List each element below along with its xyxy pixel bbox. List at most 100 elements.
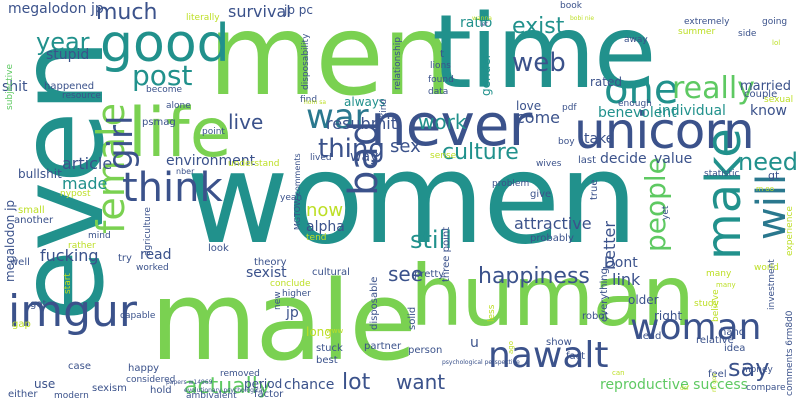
word-rather: rather [68,241,96,251]
word-factor: factor [254,389,284,400]
word-let: let [480,21,488,28]
word-work: work [418,110,467,134]
word-always: always [344,95,386,109]
word-benevolent: benevolent [598,105,677,121]
word-resource: resource [62,91,101,101]
word-want: want [396,370,446,394]
word-removed: removed [220,369,260,379]
word-psmag: psmag [142,117,176,128]
word-think: think [122,165,223,211]
word-come: come [516,108,561,127]
word-disposable: disposable [369,276,380,330]
word-older: older [628,293,659,307]
word-probably: probably [530,233,574,244]
word-ratio: ratio [460,15,493,31]
word-well: well [10,257,30,268]
word-much: much [96,0,158,25]
word-take: take [584,131,615,147]
word-disposability: disposability [301,33,311,90]
word-thing: thing [318,134,385,164]
word-sexual: sexual [764,95,794,105]
word-agriculture: agriculture [143,207,153,256]
word-considered: considered [126,375,176,385]
word-stuck: stuck [316,343,343,354]
word-true: true [589,179,600,200]
word-happy: happy [128,363,160,374]
word-ago: ago [507,340,515,354]
word-yeah: yeah [280,193,303,203]
word-gender: gender [479,53,493,96]
word-good: good [100,14,230,74]
word-can: can [612,369,625,377]
word-pretty: pretty [414,269,445,280]
word-sense: sense [430,151,457,161]
word-theory: theory [254,257,287,268]
word-less: less [487,304,497,322]
word-link: link [612,270,641,289]
word-wanna: wanna [472,15,492,22]
word-found: found [428,75,454,85]
word-away: away [624,35,648,45]
word-summer: summer [678,27,716,37]
word-higher: higher [282,289,311,299]
word-new: new [273,291,283,310]
word-value: value [654,151,693,167]
word-cultural: cultural [312,267,350,278]
word-fact: fact [566,351,586,362]
word-decide: decide [600,151,647,167]
word-environment: environment [166,153,256,169]
word-t: t [440,49,444,60]
word-many: many [706,269,732,279]
word-mgtow-comments: MGTOW comments [293,153,302,230]
word-bobi-nie: bobi nie [570,15,595,22]
word-year: year [36,28,90,56]
word-nber: nber [176,167,195,176]
word-everything: everything [599,268,610,322]
word-stupid: stupid [46,47,90,63]
word-attractive: attractive [514,214,592,233]
word-article: article [62,154,113,173]
word-tend: tend [306,233,327,243]
word-person: person [408,345,443,356]
word-understand: understand [228,159,280,169]
word-subjective: subjective [5,64,15,110]
word-best: best [316,355,338,366]
word-mind: mind [88,231,111,241]
word-experience: experience [785,206,795,256]
word-got: got [30,299,47,310]
word-relative: relative [696,335,734,346]
word-lol: lol [772,39,781,47]
word-lead: lead [640,331,662,342]
word-gap: gap [12,319,31,330]
word-show: show [546,337,572,348]
word-megalodon-jp-top: megalodon jp [8,1,104,17]
word-woman: woman [630,307,762,348]
word-pdf: pdf [562,103,577,113]
word-feel: feel [708,369,727,380]
word-literally: literally [186,13,220,23]
word-relationship: relationship [393,37,403,90]
word-modern: modern [54,391,89,400]
word-last: last [578,155,597,166]
word-one: one [604,67,679,113]
word-small: small [18,205,45,216]
word-men: men [208,0,453,121]
word-case: case [68,361,91,372]
word-see: see [388,262,424,286]
word-rn-oo: rn oo [756,185,774,193]
word-time: time [432,0,656,112]
word-really: really [672,71,755,106]
word-now: now [306,200,344,221]
word-hom-sa: hom sa [304,99,327,106]
word-women: women [186,125,638,272]
word-bullshit: bullshit [18,167,62,181]
word-extremely: extremely [684,17,730,27]
word-survival: survival [228,2,291,21]
word-statistic: statistic [704,169,740,179]
word-long: long [306,325,332,339]
word-papers-w14969: papers w14969 [166,379,213,386]
word-u: u [470,335,479,351]
word-never: never [370,91,532,159]
word-hold: hold [150,385,172,396]
